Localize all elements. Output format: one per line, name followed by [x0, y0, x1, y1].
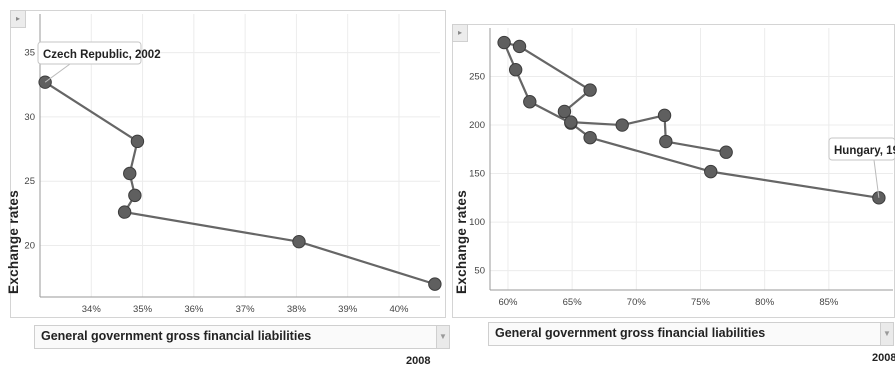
data-point[interactable]	[428, 277, 442, 291]
x-tick-label: 80%	[755, 297, 775, 308]
data-point[interactable]	[38, 75, 52, 89]
y-tick-label: 20	[24, 241, 35, 252]
data-point[interactable]	[583, 130, 597, 145]
annotation-leader-line	[44, 63, 71, 83]
data-point[interactable]	[659, 134, 673, 149]
x-axis-label: General government gross financial liabi…	[495, 326, 766, 340]
chevron-down-icon[interactable]: ▼	[436, 326, 449, 348]
y-tick-label: 35	[24, 48, 35, 59]
y-tick-label: 250	[469, 72, 485, 83]
data-point[interactable]	[564, 115, 578, 129]
data-point[interactable]	[657, 108, 672, 123]
y-tick-label: 30	[24, 112, 35, 123]
data-point[interactable]	[117, 205, 132, 219]
data-point[interactable]	[128, 188, 142, 203]
data-point[interactable]	[615, 118, 629, 132]
x-tick-label: 65%	[563, 297, 583, 308]
data-point[interactable]	[123, 166, 137, 181]
annotation-label: Hungary, 1995	[834, 145, 895, 157]
data-point[interactable]	[292, 234, 306, 249]
chart-panel-left: ▸ Exchange rates 34% 35% 36% 37% 38% 39% 40% 20…	[6, 10, 450, 367]
x-tick-label: 40%	[389, 304, 409, 315]
x-tick-label: 37%	[236, 304, 256, 315]
x-tick-label: 70%	[627, 297, 647, 308]
x-tick-label: 60%	[498, 297, 518, 308]
annotation-label: Czech Republic, 2002	[43, 49, 161, 61]
x-axis-label: General government gross financial liabi…	[41, 329, 312, 343]
year-label: 2008	[872, 352, 895, 364]
x-tick-label: 36%	[184, 304, 204, 315]
series-line	[503, 41, 880, 199]
series-line	[44, 81, 436, 286]
chart-left: 34% 35% 36% 37% 38% 39% 40% 20 25 30 35 Czech Repub…	[24, 14, 442, 315]
y-tick-label: 25	[24, 176, 35, 187]
data-point[interactable]	[130, 134, 145, 149]
x-axis-selector[interactable]: General government gross financial liabi…	[34, 325, 450, 349]
data-point[interactable]	[583, 83, 597, 97]
x-tick-label: 34%	[82, 304, 102, 315]
data-point[interactable]	[719, 145, 733, 159]
data-point[interactable]	[523, 95, 537, 109]
chart-right: 60% 65% 70% 75% 80% 85% 50 100 150 200 250 Hungary,…	[469, 28, 895, 308]
plot-frame	[452, 24, 895, 318]
year-label: 2008	[406, 355, 431, 367]
annotation-box	[37, 41, 142, 65]
y-tick-label: 200	[469, 120, 485, 131]
data-point[interactable]	[512, 39, 527, 54]
collapse-tab[interactable]: ▸	[10, 10, 26, 28]
annotation-box	[828, 137, 895, 161]
x-tick-label: 38%	[287, 304, 307, 315]
chart-panel-right: ▸ Exchange rates 60% 65% 70% 75% 80% 85% 50 100…	[450, 0, 895, 367]
chevron-down-icon[interactable]: ▼	[880, 323, 893, 345]
x-tick-label: 35%	[133, 304, 153, 315]
y-tick-label: 50	[474, 266, 485, 277]
x-tick-label: 85%	[819, 297, 839, 308]
data-point[interactable]	[557, 104, 572, 119]
x-axis-selector[interactable]: General government gross financial liabi…	[488, 322, 894, 346]
annotation-leader-line	[873, 159, 880, 198]
data-point[interactable]	[497, 35, 511, 50]
y-tick-label: 150	[469, 169, 485, 180]
y-tick-label: 100	[469, 217, 485, 228]
data-point[interactable]	[508, 63, 523, 77]
x-tick-label: 39%	[338, 304, 358, 315]
data-point[interactable]	[704, 164, 718, 179]
x-tick-label: 75%	[691, 297, 711, 308]
collapse-tab[interactable]: ▸	[452, 24, 468, 42]
